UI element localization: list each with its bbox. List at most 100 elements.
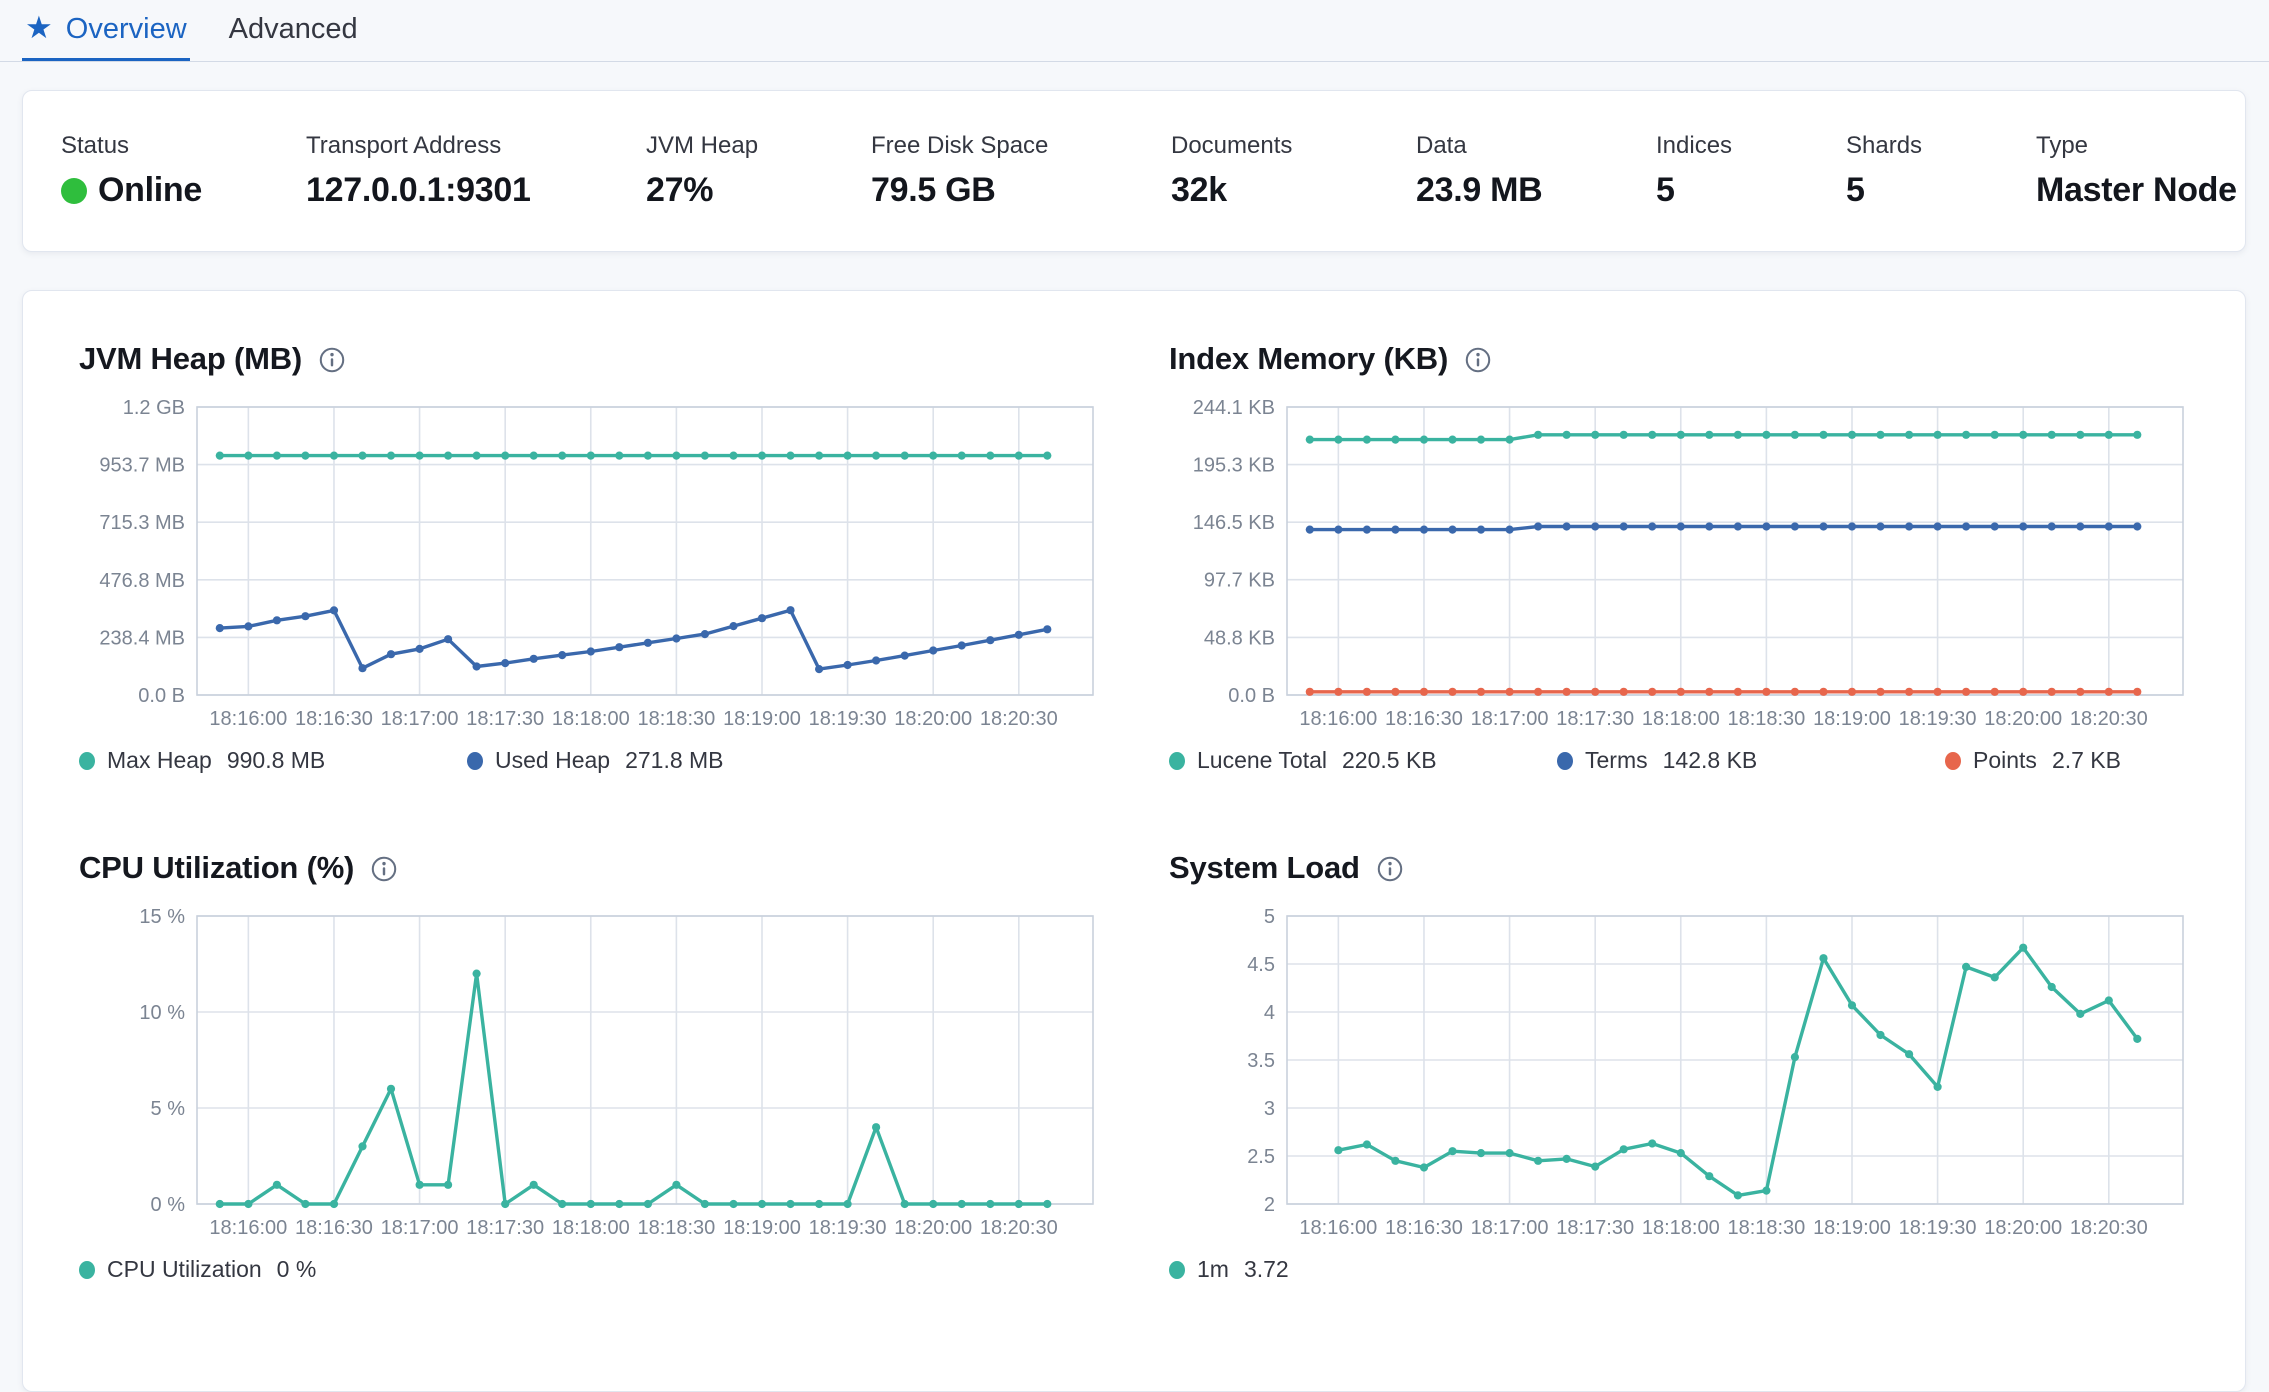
svg-text:18:18:30: 18:18:30 <box>1727 708 1805 730</box>
legend-dot <box>79 751 95 770</box>
svg-text:18:17:00: 18:17:00 <box>381 1217 459 1239</box>
svg-text:18:18:30: 18:18:30 <box>1727 1217 1805 1239</box>
legend-series-name: CPU Utilization <box>107 1256 262 1282</box>
svg-text:3.5: 3.5 <box>1247 1050 1275 1072</box>
svg-text:18:20:00: 18:20:00 <box>894 708 972 730</box>
svg-text:0.0 B: 0.0 B <box>138 685 185 707</box>
svg-text:18:19:00: 18:19:00 <box>1813 1217 1891 1239</box>
info-icon[interactable] <box>1465 347 1491 373</box>
legend-series-value: 990.8 MB <box>226 747 326 773</box>
svg-text:18:19:00: 18:19:00 <box>723 1217 801 1239</box>
stat-value-text: Online <box>98 171 202 209</box>
svg-text:15 %: 15 % <box>139 908 185 928</box>
legend-series-name: Lucene Total <box>1197 747 1328 773</box>
stat-status: Status Online <box>61 132 306 210</box>
stat-value-text: 127.0.0.1:9301 <box>306 171 531 209</box>
svg-text:476.8 MB: 476.8 MB <box>99 570 185 592</box>
legend-series-value: 142.8 KB <box>1662 747 1758 773</box>
chart-cpu-utilization: CPU Utilization (%) 15 % 10 % 5 % 0 % 18:16:0… <box>79 850 1101 1283</box>
legend-series-value: 271.8 MB <box>625 747 724 773</box>
stat-label: Indices <box>1656 132 1733 159</box>
svg-text:4: 4 <box>1264 1002 1275 1024</box>
stat-value-text: 79.5 GB <box>871 171 996 209</box>
chart-canvas-jvm-heap: 1.2 GB 953.7 MB 715.3 MB 476.8 MB 238.4 MB 0.… <box>99 399 1094 730</box>
svg-text:48.8 KB: 48.8 KB <box>1204 627 1275 649</box>
stat-value-text: 5 <box>1656 171 1675 209</box>
tab-advanced[interactable]: Advanced <box>226 0 361 61</box>
svg-text:18:17:30: 18:17:30 <box>466 1217 544 1239</box>
legend-series-name: Used Heap <box>495 747 611 773</box>
svg-text:18:18:00: 18:18:00 <box>1642 708 1720 730</box>
info-icon[interactable] <box>319 347 345 373</box>
chart-canvas-system-load: 5 4.5 4 3.5 3 2.5 2 18:16:00 18:16:30 18:17:00 18:… <box>1247 908 2184 1239</box>
svg-text:18:16:30: 18:16:30 <box>295 1217 373 1239</box>
stat-value: Master Node <box>2036 171 2237 210</box>
svg-text:0 %: 0 % <box>151 1194 186 1216</box>
legend-item-max-heap: Max Heap 990.8 MB <box>79 747 467 774</box>
legend-series-name: 1m <box>1197 1256 1229 1282</box>
legend-series-name: Max Heap <box>107 747 212 773</box>
legend-index-memory: Lucene Total 220.5 KB Terms 142.8 KB Points 2… <box>1169 747 2191 774</box>
chart-title-row: Index Memory (KB) <box>1169 341 2191 377</box>
chart-title-row: System Load <box>1169 850 2191 886</box>
svg-text:18:19:00: 18:19:00 <box>723 708 801 730</box>
svg-text:10 %: 10 % <box>139 1002 185 1024</box>
legend-item-lucene-total: Lucene Total 220.5 KB <box>1169 747 1557 774</box>
legend-dot <box>79 1260 95 1279</box>
svg-text:18:18:00: 18:18:00 <box>552 1217 630 1239</box>
stat-label: Free Disk Space <box>871 132 1049 159</box>
svg-text:2: 2 <box>1264 1194 1275 1216</box>
svg-text:4.5: 4.5 <box>1247 954 1275 976</box>
svg-text:97.7 KB: 97.7 KB <box>1204 570 1275 592</box>
legend-item-points: Points 2.7 KB <box>1945 747 2269 774</box>
stat-label: Status <box>61 132 130 159</box>
stat-value-text: 23.9 MB <box>1416 171 1543 209</box>
stat-value: 5 <box>1656 171 1846 210</box>
svg-text:18:17:00: 18:17:00 <box>381 708 459 730</box>
legend-system-load: 1m 3.72 <box>1169 1256 2191 1283</box>
status-card: Status Online Transport Address 127.0.0.1:9… <box>22 90 2246 252</box>
svg-text:18:20:30: 18:20:30 <box>980 708 1058 730</box>
stat-label: Data <box>1416 132 1467 159</box>
svg-text:18:17:30: 18:17:30 <box>466 708 544 730</box>
svg-text:5 %: 5 % <box>151 1098 186 1120</box>
svg-text:18:16:30: 18:16:30 <box>1385 1217 1463 1239</box>
svg-text:18:19:00: 18:19:00 <box>1813 708 1891 730</box>
svg-text:18:19:30: 18:19:30 <box>809 1217 887 1239</box>
svg-text:0.0 B: 0.0 B <box>1228 685 1275 707</box>
info-icon[interactable] <box>1377 856 1403 882</box>
svg-text:18:17:00: 18:17:00 <box>1471 1217 1549 1239</box>
legend-item-1m: 1m 3.72 <box>1169 1256 1557 1283</box>
stat-value-text: 27% <box>646 171 714 209</box>
legend-dot <box>1557 751 1573 770</box>
stat-transport-address: Transport Address 127.0.0.1:9301 <box>306 132 646 210</box>
stat-value: Online <box>61 171 306 210</box>
legend-dot <box>1169 1260 1185 1279</box>
legend-series-value: 0 % <box>276 1256 317 1282</box>
svg-text:18:17:30: 18:17:30 <box>1556 708 1634 730</box>
stat-free-disk-space: Free Disk Space 79.5 GB <box>871 132 1171 210</box>
chart-title-row: CPU Utilization (%) <box>79 850 1101 886</box>
legend-series-value: 3.72 <box>1243 1256 1289 1282</box>
legend-series-value: 220.5 KB <box>1342 747 1437 773</box>
svg-text:18:16:30: 18:16:30 <box>295 708 373 730</box>
chart-jvm-heap: JVM Heap (MB) 1.2 GB 953.7 MB 715.3 MB 476.8… <box>79 341 1101 774</box>
svg-text:18:16:00: 18:16:00 <box>1299 1217 1377 1239</box>
stat-documents: Documents 32k <box>1171 132 1416 210</box>
stat-type: Type Master Node <box>2036 132 2237 210</box>
svg-text:18:18:30: 18:18:30 <box>637 708 715 730</box>
star-icon: ★ <box>25 9 53 45</box>
stat-label: Shards <box>1846 132 1923 159</box>
tab-label: Advanced <box>228 12 358 45</box>
stat-value-text: 5 <box>1846 171 1865 209</box>
svg-text:3: 3 <box>1264 1098 1275 1120</box>
legend-item-terms: Terms 142.8 KB <box>1557 747 1945 774</box>
status-online-dot <box>61 177 87 204</box>
svg-text:244.1 KB: 244.1 KB <box>1193 399 1275 419</box>
chart-canvas-cpu-utilization: 15 % 10 % 5 % 0 % 18:16:00 18:16:30 18:17:00 18… <box>139 908 1094 1239</box>
info-icon[interactable] <box>371 856 397 882</box>
legend-dot <box>1945 751 1961 770</box>
stat-label: Type <box>2036 132 2089 159</box>
tab-overview[interactable]: ★ Overview <box>22 0 190 61</box>
svg-text:238.4 MB: 238.4 MB <box>99 627 185 649</box>
